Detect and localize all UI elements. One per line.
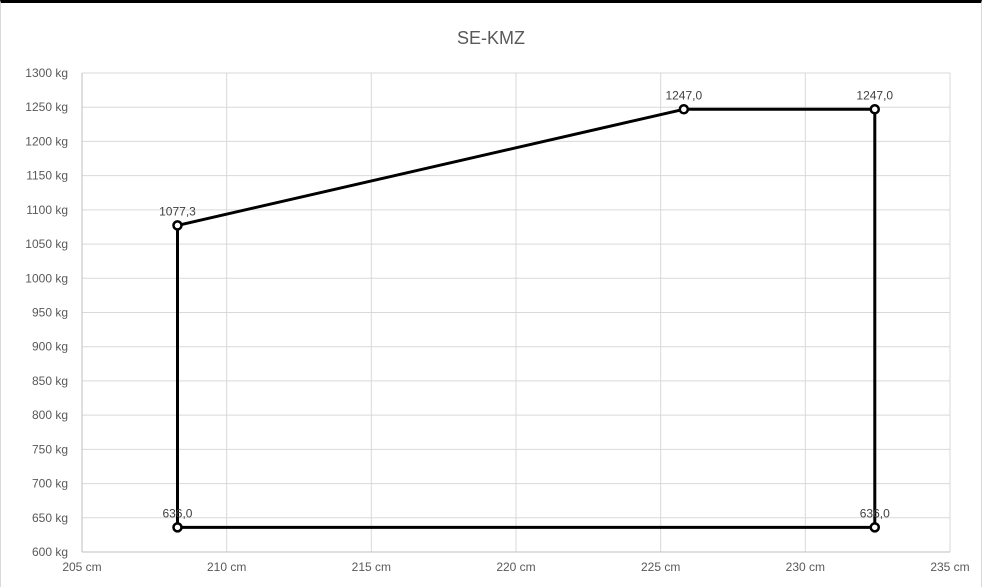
data-point[interactable] [678,104,690,115]
y-tick-label: 1100 kg [26,203,68,217]
y-tick-label: 850 kg [32,374,68,388]
y-tick-label: 1150 kg [26,169,68,183]
y-tick-label: 950 kg [32,306,68,320]
x-tick-label: 220 cm [496,560,535,574]
x-tick-label: 205 cm [62,560,101,574]
x-tick-label: 210 cm [207,560,246,574]
x-tick-label: 225 cm [641,560,680,574]
data-point[interactable] [172,522,183,533]
y-tick-label: 800 kg [32,408,68,422]
y-tick-label: 900 kg [32,340,68,354]
y-tick-label: 1250 kg [25,100,68,114]
y-tick-label: 700 kg [32,477,68,491]
data-label: 1247,0 [856,88,893,102]
x-tick-label: 215 cm [352,560,391,574]
y-tick-label: 650 kg [32,511,68,525]
data-label: 636,0 [860,506,890,520]
data-point[interactable] [869,522,881,533]
x-tick-label: 235 cm [930,560,969,574]
y-tick-label: 750 kg [32,442,68,456]
series-line [176,107,877,529]
y-tick-label: 1050 kg [25,237,68,251]
data-point[interactable] [869,104,881,115]
data-label: 1077,3 [159,204,196,218]
y-tick-label: 600 kg [32,545,68,559]
y-tick-label: 1300 kg [25,66,68,80]
data-label: 636,0 [162,506,192,520]
chart-title: SE-KMZ [456,28,525,48]
data-point[interactable] [172,220,183,231]
data-label: 1247,0 [665,88,702,102]
x-tick-label: 230 cm [786,560,825,574]
y-tick-label: 1000 kg [25,271,68,285]
y-tick-label: 1200 kg [25,134,68,148]
